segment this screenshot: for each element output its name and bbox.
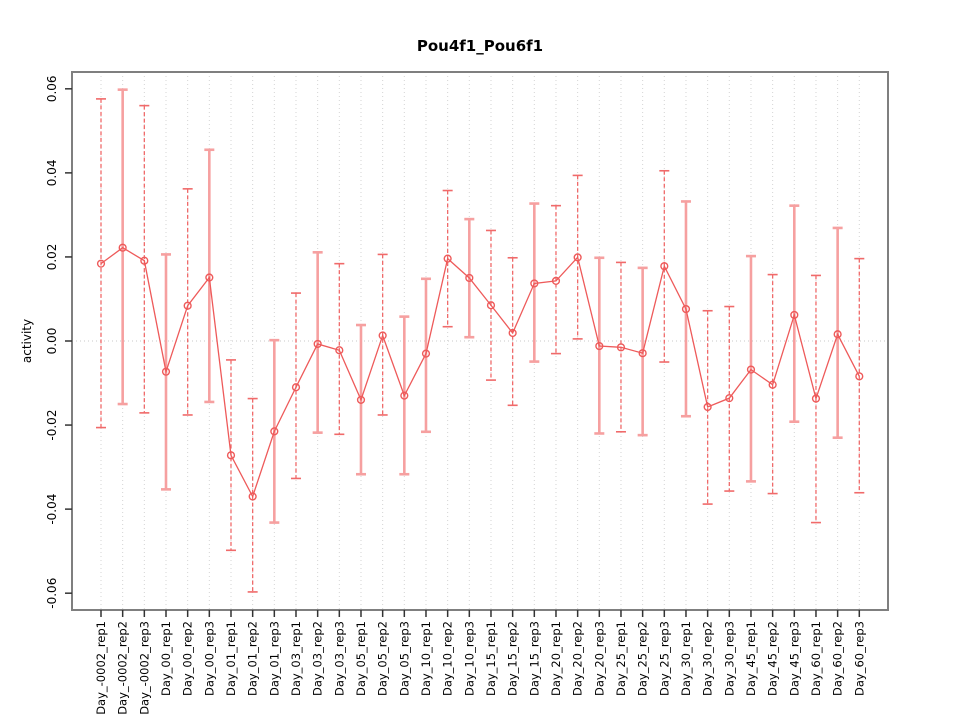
svg-text:Day_20_rep2: Day_20_rep2: [571, 621, 585, 696]
svg-text:Day_60_rep3: Day_60_rep3: [852, 621, 866, 696]
svg-text:0.00: 0.00: [45, 328, 59, 355]
svg-text:Day_00_rep3: Day_00_rep3: [202, 621, 216, 696]
svg-text:Day_60_rep2: Day_60_rep2: [831, 621, 845, 696]
svg-text:Day_45_rep2: Day_45_rep2: [766, 621, 780, 696]
svg-text:Day_05_rep1: Day_05_rep1: [354, 621, 368, 696]
svg-text:Day_03_rep2: Day_03_rep2: [311, 621, 325, 696]
svg-text:Day_15_rep2: Day_15_rep2: [506, 621, 520, 696]
data-line: [100, 246, 860, 499]
data-points: [96, 243, 864, 501]
svg-text:Day_45_rep3: Day_45_rep3: [787, 621, 801, 696]
svg-text:0.02: 0.02: [45, 244, 59, 271]
svg-text:Day_03_rep3: Day_03_rep3: [332, 621, 346, 696]
svg-text:-0.06: -0.06: [45, 578, 59, 609]
svg-text:-0.04: -0.04: [45, 494, 59, 525]
svg-text:Day_30_rep2: Day_30_rep2: [701, 621, 715, 696]
svg-text:Day_15_rep3: Day_15_rep3: [527, 621, 541, 696]
svg-text:Day_10_rep1: Day_10_rep1: [419, 621, 433, 696]
svg-text:Day_01_rep3: Day_01_rep3: [267, 621, 281, 696]
svg-text:Day_60_rep1: Day_60_rep1: [809, 621, 823, 696]
y-axis: 0.06 0.04 0.02 0.00 -0.02 -0.04 -0.06: [45, 75, 72, 609]
svg-text:Day_30_rep3: Day_30_rep3: [722, 621, 736, 696]
svg-text:Day_30_rep1: Day_30_rep1: [679, 621, 693, 696]
svg-text:Day_25_rep3: Day_25_rep3: [657, 621, 671, 696]
svg-text:Day_20_rep1: Day_20_rep1: [549, 621, 563, 696]
x-axis: Day_-0002_rep1 Day_-0002_rep2 Day_-0002_re…: [94, 610, 866, 715]
svg-text:Day_-0002_rep3: Day_-0002_rep3: [137, 621, 151, 715]
svg-text:Day_01_rep2: Day_01_rep2: [246, 621, 260, 696]
svg-text:Day_03_rep1: Day_03_rep1: [289, 621, 303, 696]
svg-text:Day_20_rep3: Day_20_rep3: [592, 621, 606, 696]
svg-text:-0.02: -0.02: [45, 410, 59, 441]
svg-text:Day_25_rep2: Day_25_rep2: [636, 621, 650, 696]
svg-text:0.06: 0.06: [45, 75, 59, 102]
svg-text:Day_-0002_rep1: Day_-0002_rep1: [94, 621, 108, 715]
svg-text:Day_00_rep2: Day_00_rep2: [181, 621, 195, 696]
svg-text:Day_00_rep1: Day_00_rep1: [159, 621, 173, 696]
svg-text:Day_45_rep1: Day_45_rep1: [744, 621, 758, 696]
svg-text:Day_10_rep3: Day_10_rep3: [462, 621, 476, 696]
svg-text:0.04: 0.04: [45, 160, 59, 187]
svg-text:Day_05_rep2: Day_05_rep2: [376, 621, 390, 696]
svg-text:Day_10_rep2: Day_10_rep2: [441, 621, 455, 696]
svg-text:Day_15_rep1: Day_15_rep1: [484, 621, 498, 696]
chart-title: Pou4f1_Pou6f1: [416, 37, 544, 55]
svg-text:Day_-0002_rep2: Day_-0002_rep2: [116, 621, 130, 715]
svg-text:Day_25_rep1: Day_25_rep1: [614, 621, 628, 696]
svg-text:Day_05_rep3: Day_05_rep3: [397, 621, 411, 696]
svg-text:Day_01_rep1: Day_01_rep1: [224, 621, 238, 696]
